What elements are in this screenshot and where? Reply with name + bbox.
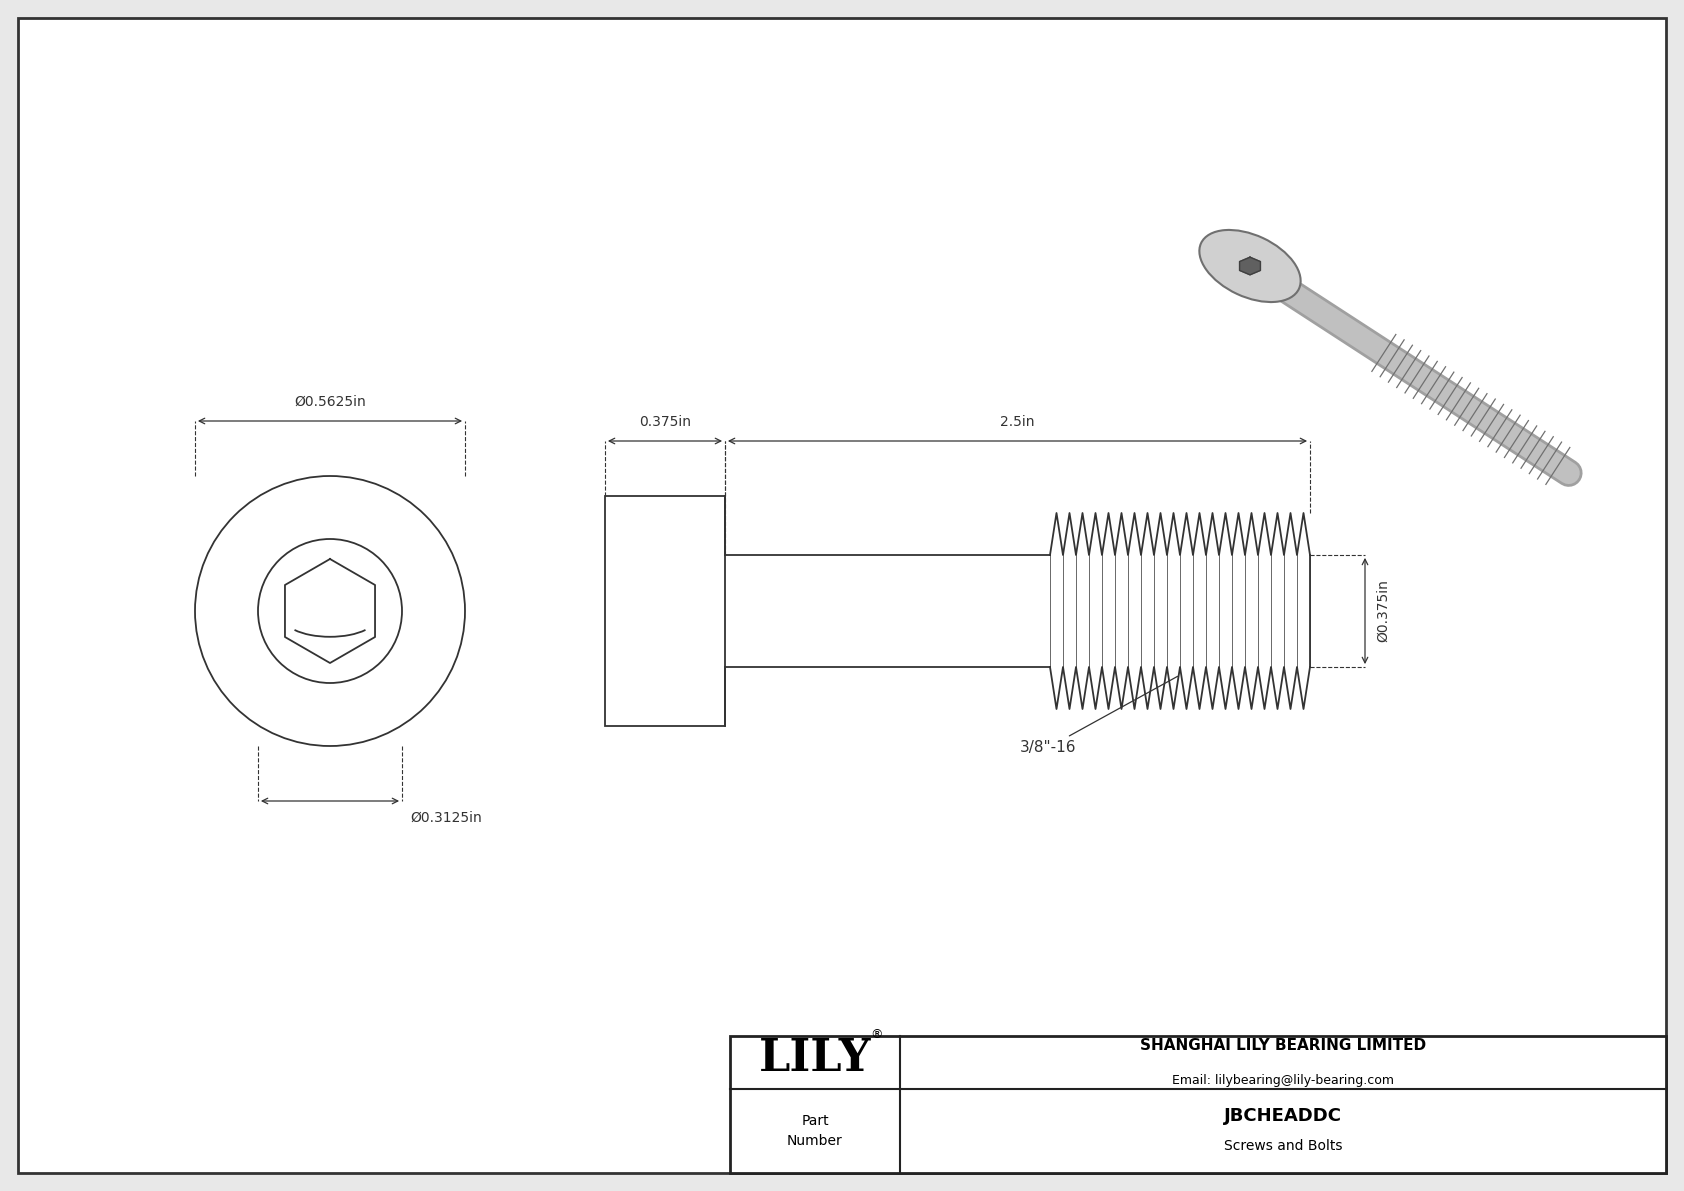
Bar <box>729 1036 1665 1173</box>
Bar <box>605 495 726 727</box>
Text: LILY: LILY <box>759 1037 871 1080</box>
Text: 3/8"-16: 3/8"-16 <box>1021 676 1177 755</box>
Ellipse shape <box>1202 233 1297 299</box>
Text: Part
Number: Part Number <box>786 1115 844 1148</box>
Text: Screws and Bolts: Screws and Bolts <box>1224 1139 1342 1153</box>
Text: Ø0.3125in: Ø0.3125in <box>409 811 482 825</box>
Text: Email: lilybearing@lily-bearing.com: Email: lilybearing@lily-bearing.com <box>1172 1074 1394 1087</box>
Text: 2.5in: 2.5in <box>1000 414 1034 429</box>
Text: JBCHEADDC: JBCHEADDC <box>1224 1106 1342 1125</box>
Text: Ø0.375in: Ø0.375in <box>1376 580 1389 642</box>
Ellipse shape <box>1199 230 1300 303</box>
Polygon shape <box>1239 257 1260 275</box>
Text: 0.375in: 0.375in <box>638 414 690 429</box>
Text: SHANGHAI LILY BEARING LIMITED: SHANGHAI LILY BEARING LIMITED <box>1140 1039 1426 1053</box>
Text: Ø0.5625in: Ø0.5625in <box>295 395 365 409</box>
Text: ®: ® <box>871 1028 882 1041</box>
